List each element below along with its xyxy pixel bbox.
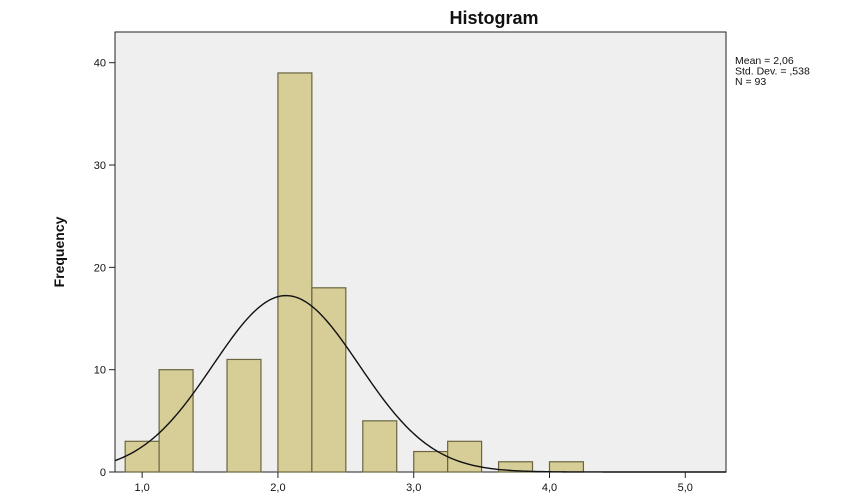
stats-line: Mean = 2,06 (735, 55, 794, 67)
y-tick-label: 30 (94, 160, 106, 172)
normal-curve (114, 294, 726, 473)
chart-title: Histogram (449, 8, 538, 28)
histogram-bar (277, 72, 313, 473)
histogram-bar (548, 461, 585, 473)
histogram-bar (311, 287, 347, 473)
x-tick-label: 4,0 (542, 482, 557, 494)
histogram-bar (362, 420, 398, 473)
histogram-bar (226, 358, 262, 473)
bars-group (124, 72, 585, 473)
y-axis-label: Frequency (51, 216, 67, 287)
x-tick-label: 2,0 (270, 482, 285, 494)
plot-area (114, 31, 727, 473)
histogram-bar (497, 461, 534, 473)
x-tick-label: 1,0 (135, 482, 150, 494)
y-tick-label: 40 (94, 58, 106, 70)
y-tick-label: 10 (94, 365, 106, 377)
x-tick-label: 3,0 (406, 482, 421, 494)
histogram-bar (158, 369, 194, 473)
stats-line: Std. Dev. = ,538 (735, 66, 810, 78)
x-tick-label: 5,0 (678, 482, 693, 494)
axes: 0 10 20 30 40 1,0 2,0 3,0 4,0 5,0 (94, 58, 693, 494)
stats-line: N = 93 (735, 76, 766, 88)
y-tick-label: 20 (94, 262, 106, 274)
histogram-bar (447, 440, 483, 473)
y-tick-label: 0 (100, 467, 106, 479)
